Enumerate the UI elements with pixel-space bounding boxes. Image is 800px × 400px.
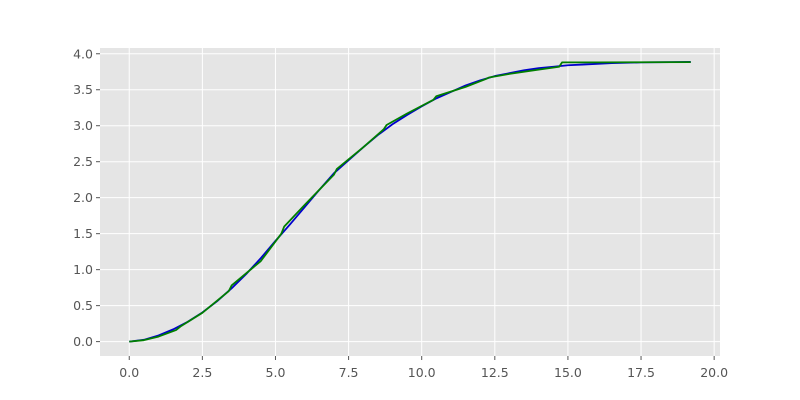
grid-lines (100, 48, 720, 356)
y-tick-label: 2.0 (73, 190, 93, 205)
series-lines (129, 61, 691, 343)
x-tick-label: 20.0 (700, 365, 728, 380)
x-tick-label: 12.5 (481, 365, 509, 380)
x-tick-label: 7.5 (339, 365, 359, 380)
x-tick-label: 17.5 (627, 365, 655, 380)
axis-ticks: 0.0 2.5 5.0 7.5 10.0 12.5 15.0 17.5 20.0 0.0 0.5 1.… (73, 46, 728, 380)
x-tick-label: 5.0 (266, 365, 286, 380)
x-tick-label: 10.0 (408, 365, 436, 380)
x-tick-label: 2.5 (192, 365, 212, 380)
y-tick-label: 4.0 (73, 46, 93, 61)
y-tick-label: 0.0 (73, 334, 93, 349)
y-tick-label: 3.5 (73, 82, 93, 97)
y-tick-label: 3.0 (73, 118, 93, 133)
plot-background (100, 48, 720, 356)
y-tick-label: 1.0 (73, 262, 93, 277)
y-tick-label: 1.5 (73, 226, 93, 241)
x-tick-label: 0.0 (119, 365, 139, 380)
y-tick-label: 2.5 (73, 154, 93, 169)
y-tick-label: 0.5 (73, 298, 93, 313)
x-tick-label: 15.0 (554, 365, 582, 380)
series-line-2 (129, 61, 691, 343)
